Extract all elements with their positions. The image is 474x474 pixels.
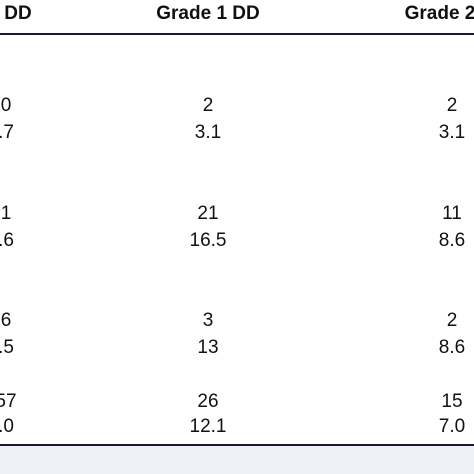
table-cell: 21 <box>197 203 219 224</box>
bottom-rule <box>0 444 474 446</box>
table-cell: 26 <box>197 391 219 412</box>
table-cell: .5 <box>0 337 14 358</box>
table-cell: 8.6 <box>438 230 466 251</box>
table-cell: 7.0 <box>438 416 466 437</box>
table-cell: 57 <box>0 391 17 412</box>
table-cell: 13 <box>197 337 219 358</box>
table-cell: 0 <box>0 95 12 116</box>
column-header: Grade 2 <box>404 3 474 24</box>
table-cell: 2 <box>446 95 458 116</box>
table-cell: .0 <box>0 416 14 437</box>
table-cell: 1 <box>0 203 12 224</box>
table-cell: 16.5 <box>189 230 227 251</box>
footer-band <box>0 446 474 474</box>
table-cell: 6 <box>0 310 12 331</box>
table-cell: .7 <box>0 122 14 143</box>
column-header: Grade 1 DD <box>156 3 260 24</box>
table-cell: 2 <box>202 95 214 116</box>
header-rule <box>0 33 474 35</box>
table-cell: 3.1 <box>438 122 466 143</box>
table-cell: 2 <box>446 310 458 331</box>
table-cell: 12.1 <box>189 416 227 437</box>
column-header: DD <box>4 3 32 24</box>
table-cell: 3.1 <box>194 122 222 143</box>
table-cell: 15 <box>441 391 463 412</box>
table-cell: 3 <box>202 310 214 331</box>
table-cell: .6 <box>0 230 14 251</box>
table-cell: 11 <box>442 203 462 224</box>
table-cell: 8.6 <box>438 337 466 358</box>
